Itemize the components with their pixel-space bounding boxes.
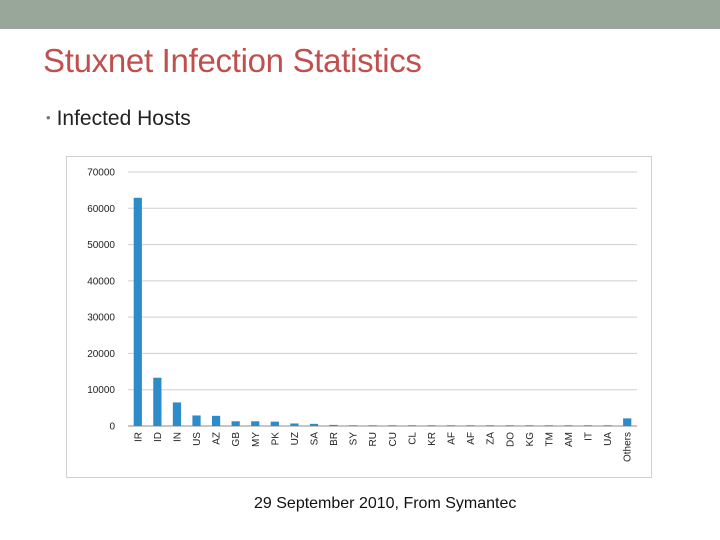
slide-caption: 29 September 2010, From Symantec <box>254 495 517 512</box>
bar-sa-9 <box>309 423 319 426</box>
y-tick-label: 20000 <box>87 349 115 360</box>
bar-pk-7 <box>270 421 279 426</box>
bar-uz-8 <box>290 423 299 426</box>
x-tick-label: AF <box>466 432 477 445</box>
y-tick-label: 70000 <box>87 168 115 179</box>
x-tick-label: TM <box>544 432 555 446</box>
bar-gb-5 <box>231 421 240 426</box>
x-tick-label: ID <box>153 432 164 442</box>
bar-br-10 <box>329 424 338 426</box>
bar-tm-21 <box>544 425 554 427</box>
y-tick-label: 30000 <box>87 313 115 324</box>
bar-sy-11 <box>349 425 358 427</box>
y-tick-label: 50000 <box>87 240 115 251</box>
bar-do-19 <box>505 425 514 427</box>
bar-za-18 <box>486 425 495 427</box>
x-tick-label: MY <box>251 432 262 447</box>
bar-my-6 <box>251 421 260 426</box>
bar-kr-15 <box>427 425 436 427</box>
x-tick-label: CL <box>407 432 418 445</box>
x-tick-label: KG <box>525 432 536 447</box>
bar-id-1 <box>153 377 162 426</box>
x-tick-label: US <box>192 432 203 446</box>
y-tick-label: 0 <box>109 422 115 433</box>
x-tick-label: KR <box>427 432 438 446</box>
chart-bars <box>133 197 632 427</box>
bullet-text: Infected Hosts <box>56 107 191 130</box>
bar-it-23 <box>583 425 593 427</box>
bar-am-22 <box>564 425 573 427</box>
y-tick-label: 40000 <box>87 276 115 287</box>
slide-title: Stuxnet Infection Statistics <box>43 42 422 79</box>
bar-af-17 <box>466 425 475 427</box>
x-tick-label: BR <box>329 432 340 446</box>
bar-ir-0 <box>133 197 142 426</box>
x-tick-label: GB <box>231 432 242 447</box>
bar-others-25 <box>623 418 632 426</box>
bar-us-3 <box>192 415 201 426</box>
x-tick-label: AZ <box>212 432 223 445</box>
x-tick-label: IR <box>133 432 144 442</box>
x-tick-label: UA <box>603 432 614 446</box>
chart-y-tick-labels: 0 10000 20000 30000 40000 50000 60000 70000 <box>87 168 115 433</box>
y-tick-label: 10000 <box>87 385 115 396</box>
x-tick-label: SA <box>309 432 320 446</box>
x-tick-label: RU <box>368 432 379 446</box>
bar-cl-14 <box>407 425 416 427</box>
x-tick-label: UZ <box>290 432 301 445</box>
bullet-dot: • <box>46 110 51 125</box>
x-tick-label: Others <box>623 432 634 462</box>
x-tick-label: PK <box>270 432 281 446</box>
x-tick-label: ZA <box>486 432 497 445</box>
bar-ua-24 <box>603 425 612 427</box>
slide-top-bar <box>0 0 720 29</box>
x-tick-label: IN <box>172 432 183 442</box>
bullet-item: • Infected Hosts <box>46 107 191 131</box>
bar-kg-20 <box>525 425 534 427</box>
x-tick-label: CU <box>388 432 399 446</box>
bar-az-4 <box>211 415 221 426</box>
x-tick-label: SY <box>349 432 360 446</box>
chart-x-tick-labels: IR ID IN US AZ GB MY PK UZ SA BR SY RU CU CL KR AF AF ZA DO… <box>133 432 633 462</box>
x-tick-label: IT <box>584 432 595 441</box>
bar-in-2 <box>172 402 182 426</box>
x-tick-label: DO <box>505 432 516 447</box>
chart-gridlines <box>128 171 637 427</box>
bar-ru-12 <box>368 425 377 427</box>
x-tick-label: AF <box>447 432 458 445</box>
y-tick-label: 60000 <box>87 204 115 215</box>
bar-af-16 <box>446 425 456 427</box>
x-tick-label: AM <box>564 432 575 447</box>
bar-cu-13 <box>388 425 397 427</box>
